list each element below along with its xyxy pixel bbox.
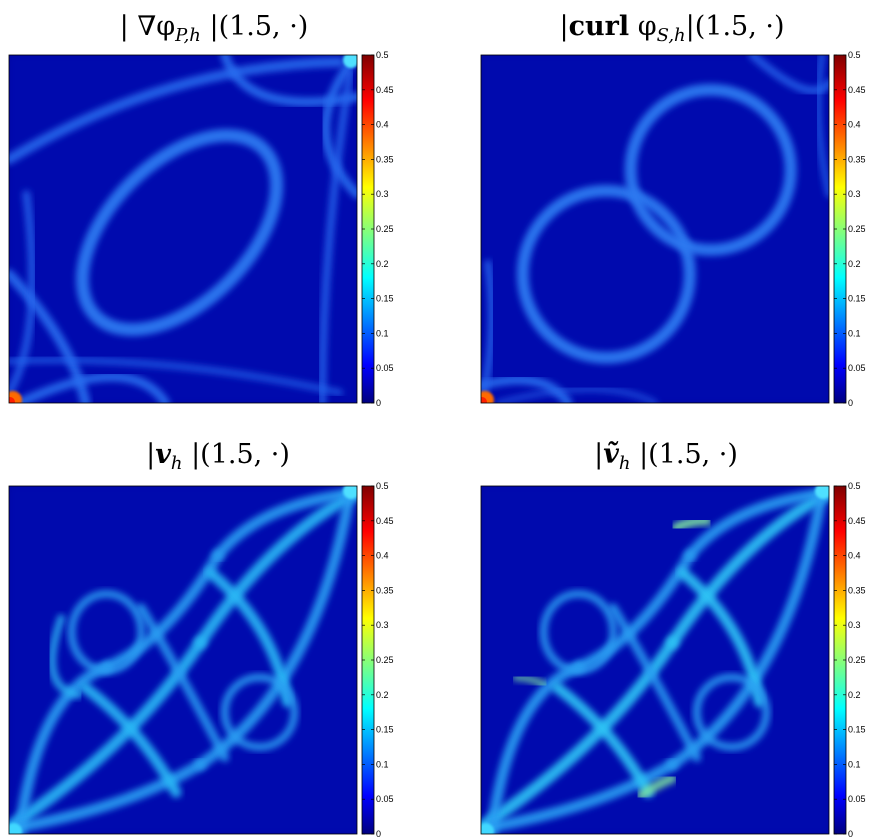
panel-title: |curl φS,h|(1.5, ·) [559,11,784,46]
heatmap-field [481,55,829,403]
colorbar: 0.5 0.45 0.4 0.35 0.3 0.25 0.2 0.15 0.1 0.05 0 [361,481,394,839]
panel-grad-phi-p: | ∇φP,h |(1.5, ·) 0.50.450.40.350.30.250… [8,11,394,408]
plot-frame [480,54,830,404]
colorbar-tick-label: 0.1 [848,759,861,769]
plot-frame [8,54,358,404]
colorbar-tick-label: 0.4 [376,120,389,130]
colorbar-tick-label: 0.05 [848,794,866,804]
corner-hotspot-core [481,397,487,403]
colorbar-tick-label: 0.2 [848,690,861,700]
colorbar-tick-label: 0.45 [376,85,394,95]
colorbar-tick-label: 0.35 [376,154,394,164]
colorbar-tick-label: 0.05 [848,363,866,373]
colorbar-tick-label: 0.45 [376,516,394,526]
colorbar-tick-label: 0.45 [848,516,866,526]
panel-title: |vh |(1.5, ·) [146,439,290,474]
colorbar-tick-label: 0.25 [848,655,866,665]
colorbar-tick-label: 0.3 [376,620,389,630]
colorbar-tick-label: 0.4 [848,551,861,561]
colorbar-tick-label: 0 [848,398,853,408]
colorbar-tick-label: 0.15 [848,725,866,735]
colorbar: 0.5 0.45 0.4 0.35 0.3 0.25 0.2 0.15 0.1 0.05 0 [833,481,866,839]
colorbar-tick-label: 0.1 [848,328,861,338]
corner-hotspot [481,823,494,834]
colorbar-tick-label: 0.5 [848,481,861,491]
colorbar-tick-label: 0.2 [376,259,389,269]
colorbar-tick-label: 0.35 [848,585,866,595]
colorbar-tick-label: 0.05 [376,794,394,804]
colorbar-tick-label: 0.5 [376,50,389,60]
colorbar-tick-label: 0.3 [848,189,861,199]
colorbar-tick-label: 0.15 [376,725,394,735]
colorbar-tick-label: 0.25 [376,655,394,665]
colorbar-tick-label: 0.15 [848,294,866,304]
colorbar: 0.5 0.45 0.4 0.35 0.3 0.25 0.2 0.15 0.1 0.05 0 [361,50,394,408]
colorbar-tick-label: 0.25 [848,224,866,234]
corner-hotspot [343,55,357,68]
colorbar-tick-label: 0.45 [848,85,866,95]
colorbar-tick-label: 0.1 [376,328,389,338]
colorbar-tick-label: 0.2 [376,690,389,700]
colorbar-tick-label: 0.4 [848,120,861,130]
heatmap-field [9,486,357,834]
plot-frame [8,485,358,835]
plot-frame [480,485,830,835]
panel-v-h: |vh |(1.5, ·) 0.50.450.40.350.30.250.20.… [8,439,394,839]
panel-title: |ṽh |(1.5, ·) [594,439,738,474]
colorbar-tick-label: 0.4 [376,551,389,561]
colorbar-tick-label: 0 [376,398,381,408]
colorbar-tick-label: 0.3 [376,189,389,199]
colorbar-tick-label: 0.1 [376,759,389,769]
panel-curl-phi-s: |curl φS,h|(1.5, ·) 0.5 0.45 0.4 0.35 0.3 0.2… [480,11,866,408]
heatmap-field [9,55,357,403]
colorbar-tick-label: 0 [848,829,853,839]
corner-hotspot [343,486,357,499]
corner-hotspot-core [9,397,15,403]
colorbar-tick-label: 0.3 [848,620,861,630]
colorbar-tick-label: 0.15 [376,294,394,304]
colorbar-tick-label: 0.2 [848,259,861,269]
panel-v-tilde-h: |ṽh |(1.5, ·) 0.50.450.40.350.30.250.20.… [480,439,866,839]
colorbar-tick-label: 0.5 [848,50,861,60]
colorbar-tick-label: 0.25 [376,224,394,234]
colorbar-tick-label: 0.35 [376,585,394,595]
corner-hotspot [9,823,22,834]
colorbar-tick-label: 0 [376,829,381,839]
colorbar-tick-label: 0.5 [376,481,389,491]
corner-hotspot [815,486,829,499]
colorbar: 0.5 0.45 0.4 0.35 0.3 0.25 0.2 0.15 0.1 0.05 0 [833,50,866,408]
panel-title: | ∇φP,h |(1.5, ·) [120,11,309,46]
colorbar-tick-label: 0.35 [848,154,866,164]
heatmap-field [481,486,829,834]
colorbar-tick-label: 0.05 [376,363,394,373]
